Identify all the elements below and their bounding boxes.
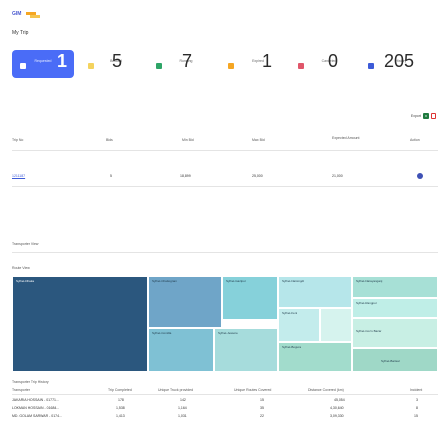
expired-dot-icon [228, 63, 234, 69]
cell-max-bid: 25,000 [252, 174, 263, 178]
canceled-dot-icon [298, 63, 304, 69]
cell-trucks: 1,164 [178, 406, 187, 410]
export-label: Export [410, 114, 421, 118]
trip-no-link[interactable]: 1211187 [12, 174, 26, 178]
export-bar: Export x [411, 112, 436, 120]
card-count: 7 [182, 51, 193, 71]
card-count: 205 [384, 51, 415, 71]
col-action: Action [410, 138, 420, 142]
transporter-view-label: Transporter View [12, 242, 39, 246]
route-tile[interactable]: Sylhet-Comilla [148, 328, 214, 372]
cell-incident: 8 [416, 406, 418, 410]
route-view-label: Route View [12, 266, 30, 270]
route-tile-blank [320, 308, 352, 342]
logo-icon [26, 12, 40, 18]
logo-text: GIM [12, 11, 22, 17]
logo[interactable]: GIM [12, 10, 42, 20]
route-tile[interactable]: Sylhet-Barisal [352, 348, 438, 372]
route-tile[interactable]: Sylhet-Bogura [278, 342, 352, 372]
cell-distance: 3,09,330 [330, 414, 344, 418]
cell-trucks: 1,031 [178, 414, 187, 418]
cell-incident: 15 [414, 414, 418, 418]
cell-routes: 22 [260, 414, 264, 418]
card-count: 0 [328, 51, 339, 71]
divider [12, 252, 438, 253]
card-count: 1 [57, 51, 68, 71]
col-bids[interactable]: Bids [106, 138, 113, 142]
route-tile[interactable]: Sylhet-Narsingdi [278, 276, 352, 308]
cell-min-bid: 18,899 [180, 174, 191, 178]
col-unique-truck[interactable]: Unique Truck provided [158, 388, 194, 392]
card-canceled[interactable]: Canceled 0 [294, 50, 364, 78]
booked-dot-icon [88, 63, 94, 69]
page-title: My Trip [12, 30, 29, 36]
cell-trips: 1,538 [116, 406, 125, 410]
route-tile[interactable]: Sylhet-Rangpur [352, 298, 438, 318]
cell-trips: 1,413 [116, 414, 125, 418]
route-tile[interactable]: Sylhet-Gazipur [222, 276, 278, 320]
col-transporter[interactable]: Transporter [12, 388, 30, 392]
cell-bids: 5 [110, 174, 112, 178]
card-running[interactable]: Running 7 [150, 50, 222, 78]
card-count: 5 [112, 51, 123, 71]
cell-routes: 15 [260, 398, 264, 402]
col-expected-amount[interactable]: Expected Amount [332, 136, 360, 140]
card-label: Booked [110, 59, 122, 63]
card-count: 1 [262, 51, 273, 71]
card-history[interactable]: History 205 [364, 50, 438, 78]
cell-trips: 178 [118, 398, 124, 402]
route-tile[interactable]: Sylhet-Chattogram [148, 276, 222, 328]
excel-icon[interactable]: x [423, 113, 429, 119]
divider [12, 394, 438, 395]
pdf-icon[interactable] [431, 113, 436, 119]
cell-transporter[interactable]: JAKARIA HOSSAIN - 01771... [12, 398, 59, 402]
cell-incident: 3 [416, 398, 418, 402]
card-expired[interactable]: Expired 1 [222, 50, 294, 78]
card-label: Requested [34, 59, 52, 63]
col-distance[interactable]: Distance Covered (km) [308, 388, 344, 392]
col-trip-completed[interactable]: Trip Completed [108, 388, 132, 392]
card-label: Expired [252, 59, 264, 63]
cell-transporter[interactable]: LOKMAN HOSSAIN - 01684... [12, 406, 60, 410]
route-tile[interactable]: Sylhet-Narayanganj [352, 276, 438, 298]
history-dot-icon [368, 63, 374, 69]
running-dot-icon [156, 63, 162, 69]
cell-expected: 21,000 [332, 174, 343, 178]
route-tile[interactable]: Sylhet-Jessore [214, 328, 278, 372]
col-max-bid[interactable]: Max Bid [252, 138, 265, 142]
cell-distance: 45,054 [334, 398, 345, 402]
card-requested[interactable]: Requested 1 [12, 50, 74, 78]
cell-transporter[interactable]: MD. GOLAM SARWAR - 0174... [12, 414, 62, 418]
card-label: Canceled [321, 59, 337, 63]
card-booked[interactable]: Booked 5 [82, 50, 150, 78]
route-tile[interactable]: Sylhet-Dhaka [12, 276, 148, 372]
trip-history-title: Transporter Trip History [12, 380, 49, 384]
route-tile[interactable]: Sylhet-Feni [278, 308, 320, 342]
card-label: Running [179, 59, 193, 63]
cell-routes: 35 [260, 406, 264, 410]
cell-trucks: 142 [180, 398, 186, 402]
divider [12, 186, 438, 187]
route-treemap: Sylhet-Dhaka Sylhet-Chattogram Sylhet-Co… [12, 276, 438, 372]
col-unique-routes[interactable]: Unique Routes Covered [234, 388, 272, 392]
requested-dot-icon [20, 63, 26, 69]
status-cards: Requested 1 Booked 5 Running 7 Expired 1… [12, 50, 438, 78]
col-incident[interactable]: Incident [410, 388, 423, 392]
divider [12, 150, 438, 151]
cell-distance: 4,30,640 [330, 406, 344, 410]
col-trip-no[interactable]: Trip No [12, 138, 24, 142]
col-min-bid[interactable]: Min Bid [182, 138, 194, 142]
card-label: History [395, 59, 407, 63]
route-tile[interactable]: Sylhet-Cox's Bazar [352, 318, 438, 348]
action-icon[interactable] [417, 173, 423, 179]
